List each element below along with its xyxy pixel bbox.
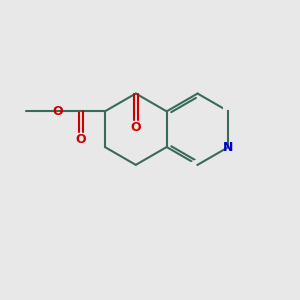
Text: N: N [223,140,234,154]
Text: O: O [76,133,86,146]
Text: O: O [130,121,141,134]
Text: O: O [52,105,63,118]
